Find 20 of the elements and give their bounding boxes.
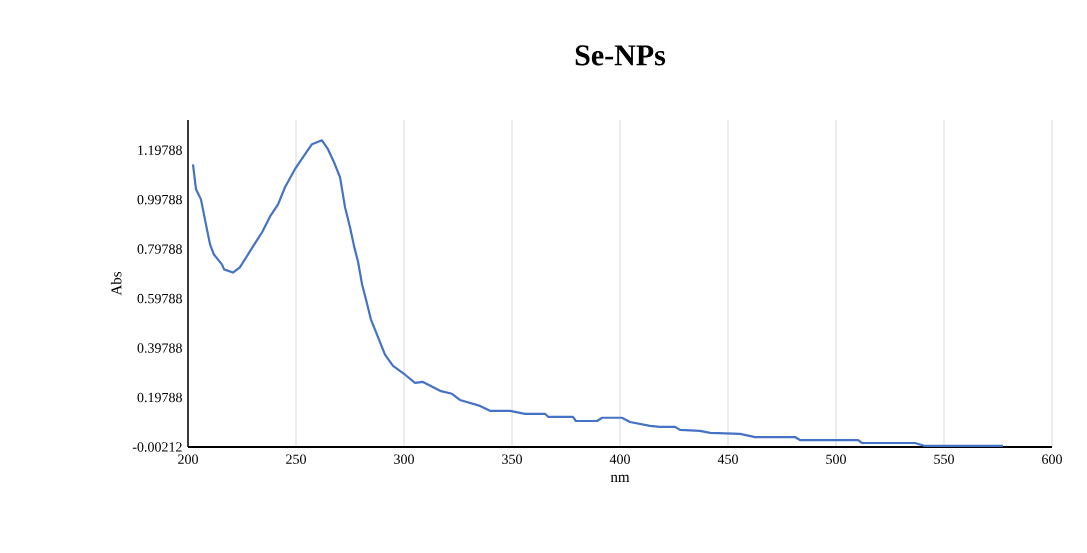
y-tick-label: -0.00212	[132, 442, 182, 452]
x-tick-label: 250	[286, 454, 306, 464]
y-tick-label: 1.19788	[138, 145, 182, 155]
x-tick-label: 400	[609, 454, 630, 464]
x-tick-label: 350	[502, 454, 522, 464]
y-tick-label: 0.99788	[137, 194, 182, 205]
y-axis-title: Abs	[110, 271, 122, 296]
line-series	[191, 139, 1005, 448]
y-tick-label: 0.39788	[137, 343, 182, 353]
chart-title: Se-NPs	[575, 45, 666, 66]
x-axis-title: nm	[610, 474, 630, 482]
x-tick-label: 500	[826, 454, 846, 464]
y-tick-label: 0.19788	[137, 392, 182, 403]
x-tick-label: 600	[1042, 454, 1062, 464]
x-tick-label: 200	[178, 454, 198, 464]
x-tick-label: 300	[394, 454, 414, 464]
y-tick-label: 0.79788	[137, 244, 182, 254]
x-tick-label: 450	[717, 454, 738, 464]
y-tick-label: 0.59788	[137, 293, 182, 304]
x-tick-label: 550	[934, 454, 954, 464]
